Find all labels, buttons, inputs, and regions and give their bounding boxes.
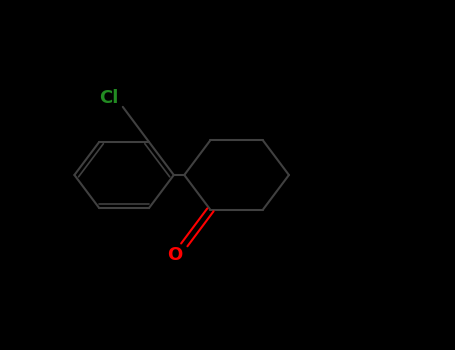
Text: Cl: Cl xyxy=(100,89,119,107)
Text: O: O xyxy=(167,246,183,264)
